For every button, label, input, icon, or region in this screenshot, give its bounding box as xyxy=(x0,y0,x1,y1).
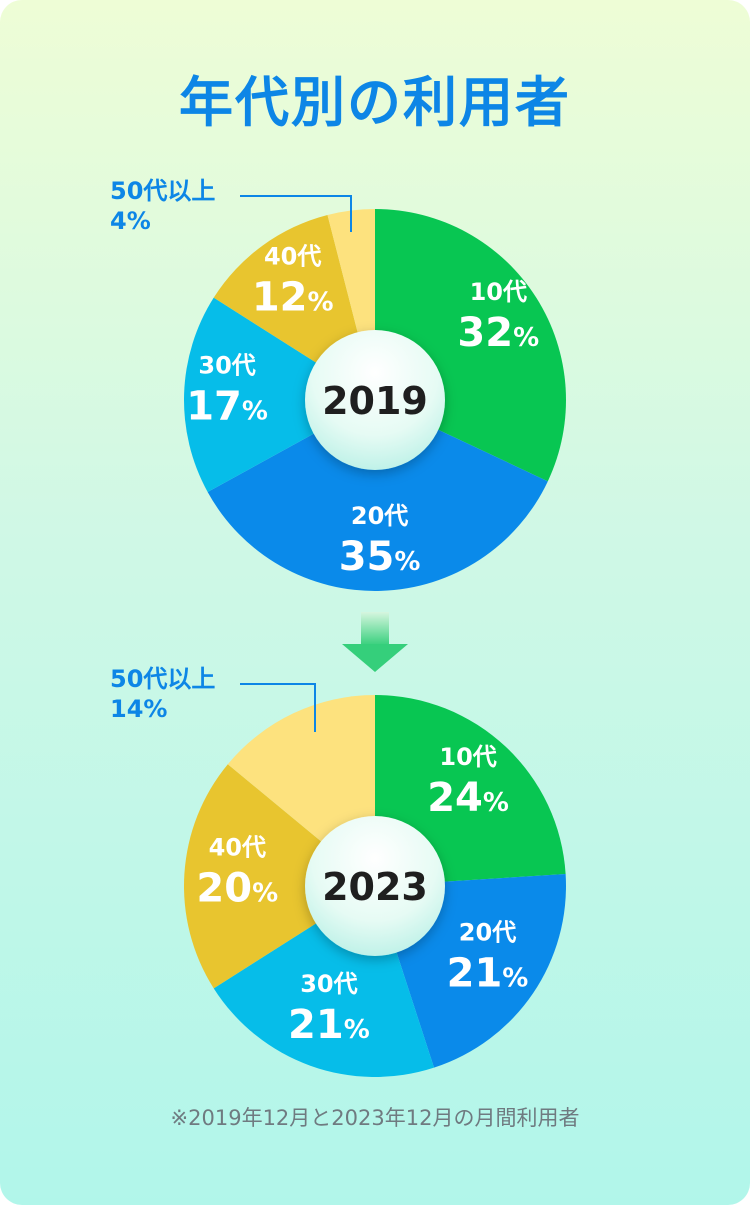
callout-category-label: 50代以上 xyxy=(110,665,216,693)
page-title: 年代別の利用者 xyxy=(179,71,571,134)
slice-category-label: 30代 xyxy=(300,970,357,998)
slice-value-label: 32% xyxy=(457,310,539,356)
chart-year-label: 2019 xyxy=(322,379,428,423)
callout-leader-line xyxy=(240,195,352,232)
callout-leader-line xyxy=(240,683,316,732)
callout-2023-50s: 50代以上 14% xyxy=(110,664,215,724)
slice-category-label: 30代 xyxy=(198,351,255,379)
chart-year-label: 2023 xyxy=(322,865,428,909)
slice-category-label: 10代 xyxy=(470,278,527,306)
slice-category-label: 20代 xyxy=(351,502,408,530)
pie-slice-3 xyxy=(184,297,375,493)
callout-value-label: 14% xyxy=(110,695,168,723)
slice-value-label: 20% xyxy=(196,865,278,911)
callout-category-label: 50代以上 xyxy=(110,177,216,205)
footnote: ※2019年12月と2023年12月の月間利用者 xyxy=(170,1106,580,1130)
slice-value-label: 24% xyxy=(427,775,509,821)
pie-slice-2 xyxy=(207,400,548,591)
slice-category-label: 40代 xyxy=(264,243,321,271)
down-arrow-icon xyxy=(342,612,408,672)
pie-chart-2019: 10代 32% 20代 35% 30代 17% 40代 12% 2019 xyxy=(184,195,566,591)
slice-category-label: 20代 xyxy=(459,918,516,946)
callout-2019-50s: 50代以上 4% xyxy=(110,176,215,236)
slice-value-label: 35% xyxy=(339,534,421,580)
pie-slice-4 xyxy=(183,764,375,989)
pie-chart-2023: 10代 24% 20代 21% 30代 21% 40代 20% 2023 xyxy=(183,683,566,1077)
slice-value-label: 17% xyxy=(186,383,268,429)
chart-center-hub xyxy=(305,816,445,956)
slice-value-label: 21% xyxy=(447,950,529,996)
slice-category-label: 40代 xyxy=(209,833,266,861)
slice-value-label: 12% xyxy=(252,275,334,321)
chart-center-hub xyxy=(305,330,445,470)
slice-category-label: 10代 xyxy=(439,743,496,771)
slice-value-label: 21% xyxy=(288,1002,370,1048)
callout-value-label: 4% xyxy=(110,207,151,235)
